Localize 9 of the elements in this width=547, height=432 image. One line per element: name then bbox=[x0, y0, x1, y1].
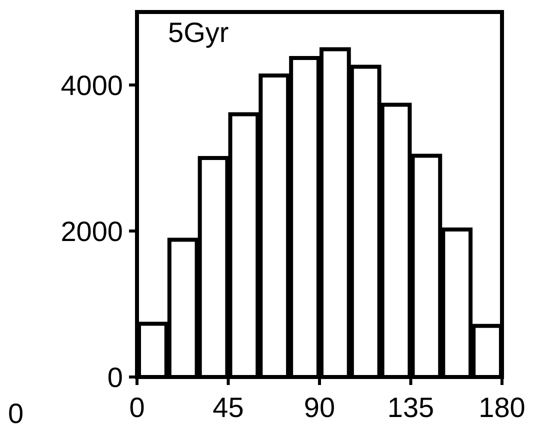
y-tick-label: 4000 bbox=[60, 70, 123, 101]
x-tick-label: 180 bbox=[478, 392, 526, 423]
x-tick-label: 0 bbox=[129, 392, 145, 423]
chart-title: 5Gyr bbox=[168, 17, 229, 48]
x-tick-label: 135 bbox=[387, 392, 434, 423]
x-tick-label: 90 bbox=[304, 392, 336, 423]
y-tick-label: 2000 bbox=[60, 216, 123, 247]
x-tick-label: 45 bbox=[212, 392, 244, 423]
y-tick-label: 0 bbox=[107, 362, 123, 393]
